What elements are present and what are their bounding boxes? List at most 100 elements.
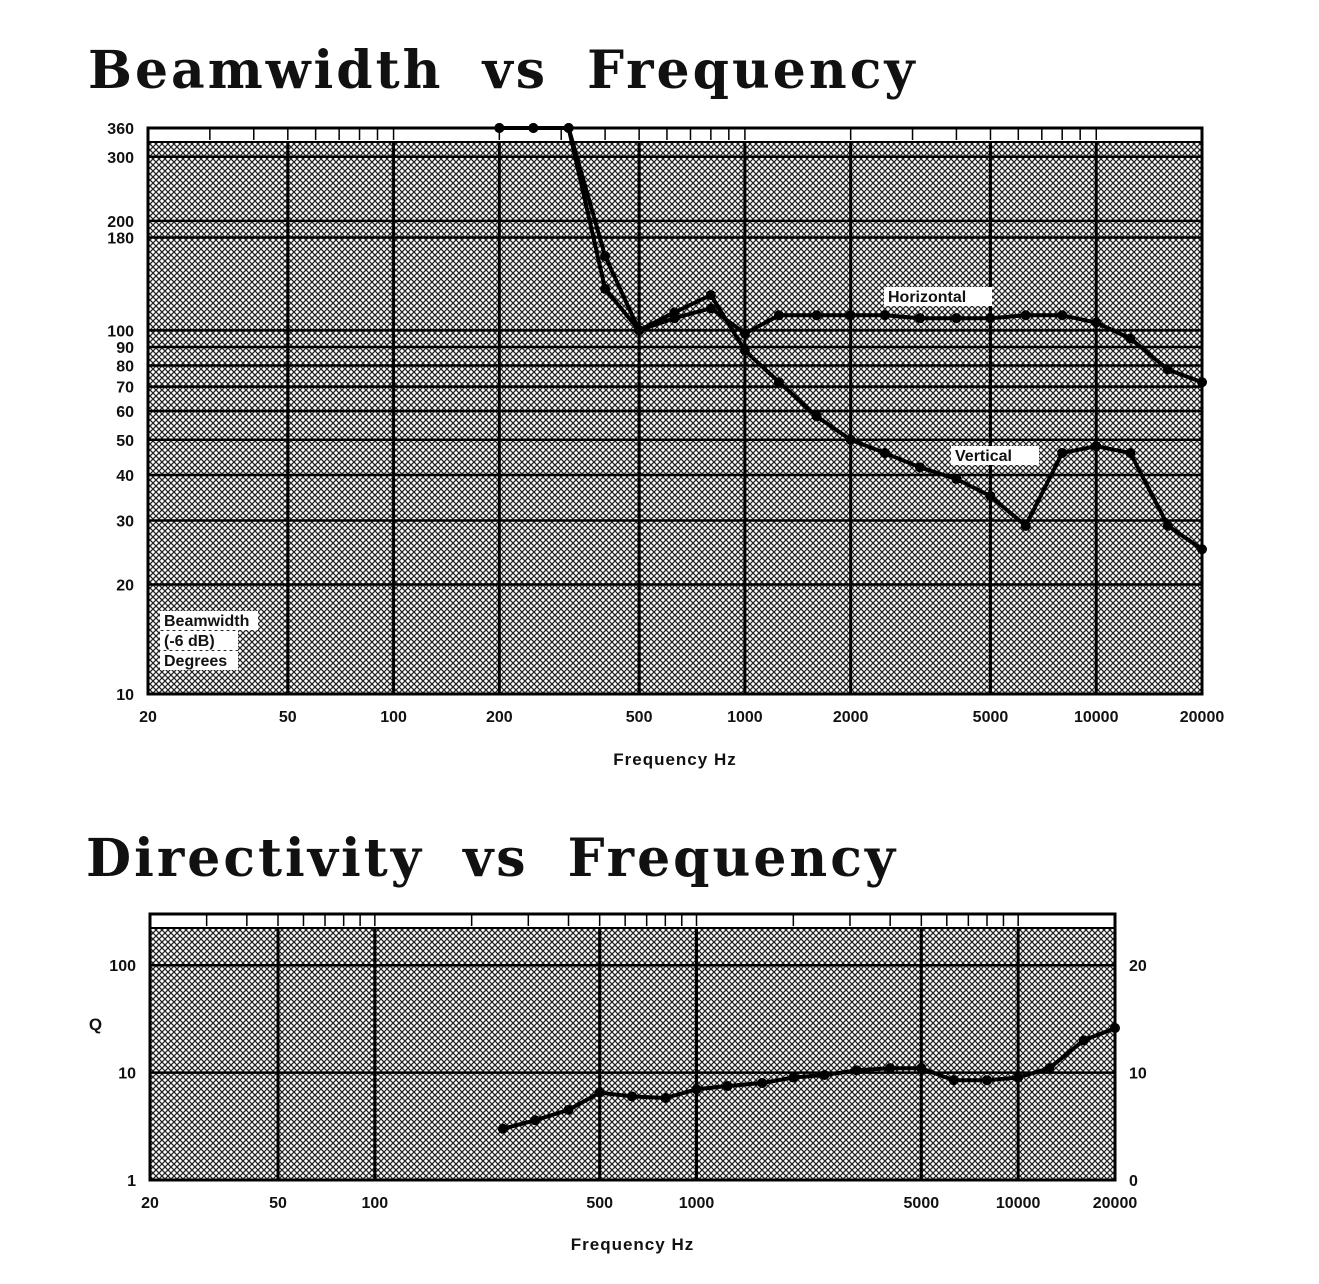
data-point xyxy=(773,377,784,388)
y-tick-label: 10 xyxy=(116,687,134,704)
data-point xyxy=(819,1070,830,1081)
data-point xyxy=(563,1104,574,1115)
y-tick-label: 300 xyxy=(107,150,134,167)
legend-text: (-6 dB) xyxy=(164,633,215,650)
x-tick-label: 1000 xyxy=(679,1195,715,1212)
x-tick-label: 50 xyxy=(269,1195,287,1212)
legend: Beamwidth (-6 dB) Degrees xyxy=(160,611,258,670)
data-point xyxy=(1013,1072,1024,1083)
data-point xyxy=(757,1078,768,1089)
series-annotation: Horizontal xyxy=(888,289,966,306)
data-point xyxy=(1044,1063,1055,1074)
x-tick-label: 100 xyxy=(380,709,407,726)
data-point xyxy=(1197,377,1207,388)
y-tick-label: 50 xyxy=(116,433,134,450)
data-point xyxy=(951,474,962,485)
x-tick-label: 500 xyxy=(586,1195,613,1212)
data-point xyxy=(1110,1023,1120,1034)
x-tick-label: 20 xyxy=(139,709,157,726)
data-point xyxy=(594,1087,605,1098)
y-tick-label: 100 xyxy=(109,958,136,975)
data-point xyxy=(1162,520,1173,531)
top-tick-strip xyxy=(147,127,1203,143)
data-point xyxy=(914,462,925,473)
data-point xyxy=(879,310,890,321)
series-line-q xyxy=(502,1026,1116,1131)
data-point xyxy=(1125,447,1136,458)
x-tick-label: 50 xyxy=(279,709,297,726)
x-tick-label: 500 xyxy=(626,709,653,726)
x-tick-label: 200 xyxy=(486,709,513,726)
data-point xyxy=(705,290,716,301)
data-point xyxy=(788,1072,799,1083)
data-point xyxy=(1057,447,1068,458)
data-point xyxy=(563,123,574,133)
x-tick-label: 20000 xyxy=(1093,1195,1138,1212)
data-point xyxy=(985,491,996,502)
legend-bg xyxy=(160,611,258,630)
data-point xyxy=(660,1093,671,1104)
legend-bg xyxy=(160,631,238,650)
x-tick-label: 1000 xyxy=(727,709,763,726)
y-tick-label: 1 xyxy=(127,1173,136,1190)
data-point xyxy=(879,447,890,458)
y-tick-label: 200 xyxy=(107,214,134,231)
annotation-bg xyxy=(951,446,1039,465)
data-point xyxy=(705,303,716,314)
legend-bg xyxy=(160,651,238,670)
plot-area xyxy=(150,914,1115,1180)
plot-frame xyxy=(148,912,1117,1182)
x-tick-label: 20 xyxy=(141,1195,159,1212)
data-point xyxy=(1078,1035,1089,1046)
y-tick-label: 360 xyxy=(107,121,134,138)
data-point xyxy=(845,434,856,445)
y2-tick-label: 0 xyxy=(1129,1173,1138,1190)
data-point xyxy=(669,307,680,318)
y2-tick-label: 10 xyxy=(1129,1066,1147,1083)
x-tick-label: 5000 xyxy=(904,1195,940,1212)
data-point xyxy=(1125,333,1136,344)
data-point xyxy=(600,283,611,294)
plot-frame xyxy=(146,126,1204,696)
y-tick-label: 60 xyxy=(116,404,134,421)
data-point xyxy=(811,411,822,422)
data-point xyxy=(916,1063,927,1074)
data-point xyxy=(773,310,784,321)
y-tick-label: 70 xyxy=(116,380,134,397)
y-tick-label: 20 xyxy=(116,578,134,595)
data-point xyxy=(1091,317,1102,328)
data-point xyxy=(1197,544,1207,555)
data-point xyxy=(600,251,611,262)
data-point xyxy=(1162,364,1173,375)
data-point xyxy=(981,1075,992,1086)
data-point xyxy=(851,1065,862,1076)
y-tick-label: 80 xyxy=(116,359,134,376)
data-point xyxy=(1057,310,1068,321)
x-tick-label: 5000 xyxy=(973,709,1009,726)
data-point xyxy=(1020,310,1031,321)
y-tick-label: 180 xyxy=(107,230,134,247)
x-tick-label: 10000 xyxy=(1074,709,1119,726)
x-axis-label: Frequency Hz xyxy=(571,1235,694,1254)
data-point xyxy=(634,325,645,336)
data-point xyxy=(494,123,505,133)
annotation-bg xyxy=(884,287,992,306)
legend-text: Beamwidth xyxy=(164,613,249,630)
x-axis-label: Frequency Hz xyxy=(613,750,736,769)
x-tick-label: 20000 xyxy=(1180,709,1225,726)
data-point xyxy=(739,345,750,356)
data-point xyxy=(691,1084,702,1095)
data-point xyxy=(985,313,996,324)
data-point xyxy=(951,313,962,324)
y-axis-label: Q xyxy=(89,1015,103,1034)
top-tick-strip xyxy=(149,913,1116,929)
y-tick-label: 100 xyxy=(107,323,134,340)
y-tick-label: 30 xyxy=(116,513,134,530)
data-point xyxy=(497,1123,508,1134)
data-point xyxy=(1091,441,1102,452)
directivity-chart-title: Directivity vs Frequency xyxy=(86,828,899,889)
x-tick-label: 10000 xyxy=(996,1195,1041,1212)
